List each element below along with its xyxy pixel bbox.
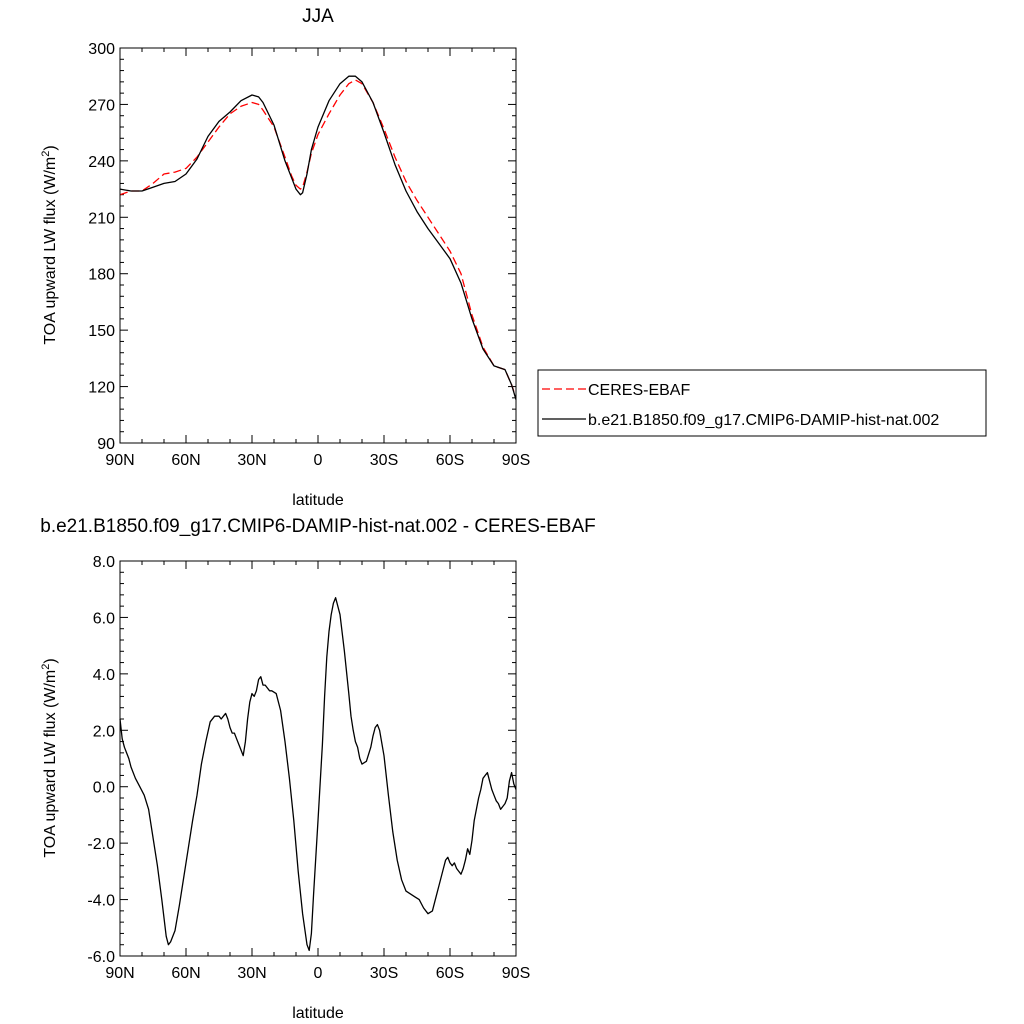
x-tick-label: 60N (171, 965, 200, 982)
series-line-ceres-ebaf (119, 79, 517, 399)
y-tick-label: -2.0 (87, 836, 115, 853)
legend-label-ceres: CERES-EBAF (588, 382, 690, 399)
x-tick-label: 30S (370, 965, 398, 982)
chart-title: b.e21.B1850.f09_g17.CMIP6-DAMIP-hist-nat… (40, 516, 595, 537)
panel-difference: b.e21.B1850.f09_g17.CMIP6-DAMIP-hist-nat… (40, 516, 596, 1022)
x-tick-label: 90S (502, 965, 530, 982)
y-tick-label: 6.0 (93, 610, 115, 627)
series-lines (119, 597, 517, 952)
legend: CERES-EBAF b.e21.B1850.f09_g17.CMIP6-DAM… (537, 369, 987, 437)
y-tick-label: 90 (97, 436, 115, 453)
x-tick-label: 60N (171, 452, 200, 469)
x-tick-label: 0 (314, 452, 323, 469)
y-axis-label-close: ) (42, 145, 59, 150)
legend-box (537, 369, 987, 437)
legend-label-model: b.e21.B1850.f09_g17.CMIP6-DAMIP-hist-nat… (588, 412, 939, 429)
x-axis-label: latitude (292, 1005, 344, 1022)
x-tick-label: 90N (105, 452, 134, 469)
y-tick-label: 180 (88, 267, 115, 284)
x-axis-label: latitude (292, 492, 344, 509)
x-tick-label: 90N (105, 965, 134, 982)
x-tick-labels: 90N 60N 30N 0 30S 60S 90S (105, 452, 530, 469)
x-tick-label: 30S (370, 452, 398, 469)
x-tick-label: 30N (237, 965, 266, 982)
y-tick-label: -6.0 (87, 949, 115, 966)
y-tick-labels: 90 120 150 180 210 240 270 300 (88, 41, 115, 453)
panel-mean-flux: JJA 90N 60N 30N 0 30S 60S 90S 90 120 150 180 210 24… (40, 6, 987, 509)
x-tick-label: 60S (436, 965, 464, 982)
y-axis-label: TOA upward LW flux (W/m2) (40, 658, 59, 857)
y-tick-label: 120 (88, 380, 115, 397)
series-lines (119, 75, 517, 400)
y-tick-labels: -6.0 -4.0 -2.0 0.0 2.0 4.0 6.0 8.0 (87, 554, 115, 966)
y-tick-label: 210 (88, 210, 115, 227)
y-tick-label: 270 (88, 97, 115, 114)
y-tick-label: 0.0 (93, 780, 115, 797)
y-tick-label: 2.0 (93, 723, 115, 740)
y-axis-label-main: TOA upward LW flux (W/m (42, 670, 59, 858)
y-tick-label: 8.0 (93, 554, 115, 571)
series-line-model (119, 597, 517, 952)
plot-frame (119, 560, 517, 957)
x-tick-labels: 90N 60N 30N 0 30S 60S 90S (105, 965, 530, 982)
axis-ticks (119, 560, 517, 957)
y-tick-label: 240 (88, 154, 115, 171)
y-tick-label: 4.0 (93, 667, 115, 684)
axis-ticks (119, 47, 517, 444)
series-line-model (119, 75, 517, 400)
y-axis-label-main: TOA upward LW flux (W/m (42, 157, 59, 345)
y-axis-label-close: ) (42, 658, 59, 663)
y-axis-label-superscript: 2 (40, 664, 52, 670)
y-axis-label-superscript: 2 (40, 151, 52, 157)
x-tick-label: 60S (436, 452, 464, 469)
y-tick-label: -4.0 (87, 893, 115, 910)
x-tick-label: 90S (502, 452, 530, 469)
plot-frame (119, 47, 517, 444)
y-tick-label: 300 (88, 41, 115, 58)
y-tick-label: 150 (88, 323, 115, 340)
x-tick-label: 0 (314, 965, 323, 982)
x-tick-label: 30N (237, 452, 266, 469)
chart-title: JJA (302, 6, 334, 27)
y-axis-label: TOA upward LW flux (W/m2) (40, 145, 59, 344)
